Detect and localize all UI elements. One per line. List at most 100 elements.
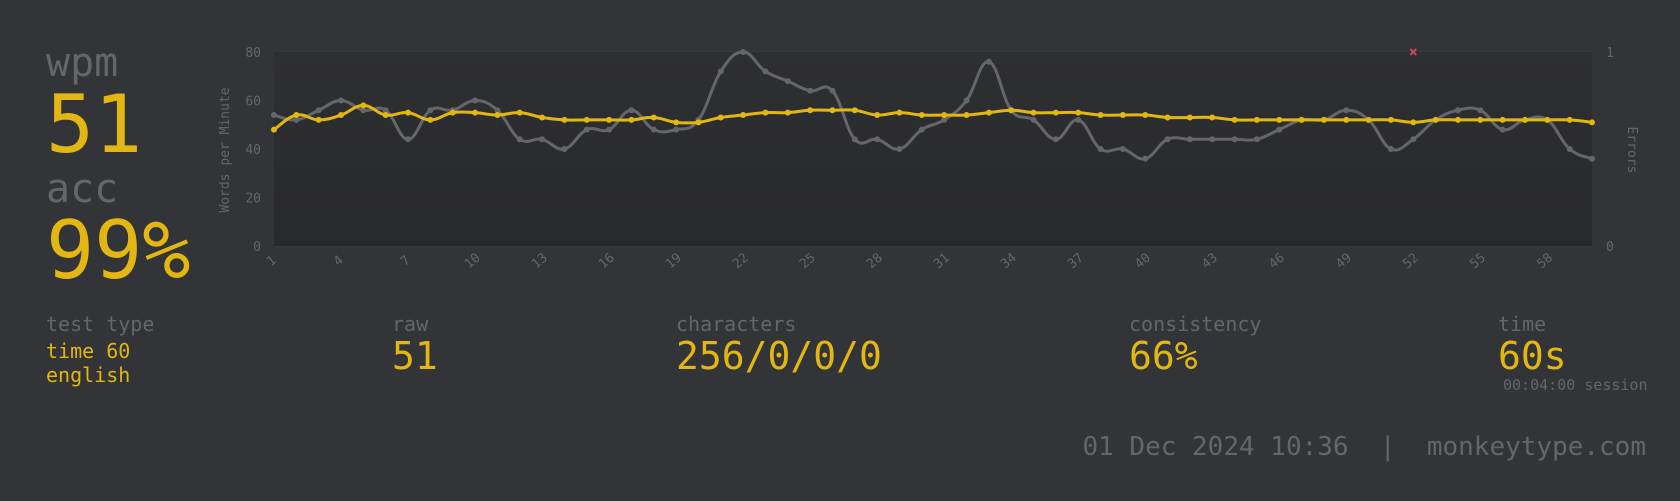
series-raw-point[interactable] — [561, 146, 568, 152]
series-raw-point[interactable] — [1499, 126, 1506, 133]
series-wpm-point[interactable] — [784, 109, 791, 116]
series-raw-point[interactable] — [539, 136, 546, 143]
series-raw-point[interactable] — [1030, 116, 1037, 123]
series-wpm-point[interactable] — [472, 109, 479, 116]
series-wpm-point[interactable] — [874, 112, 881, 119]
series-raw-point[interactable] — [1477, 107, 1484, 114]
series-raw-point[interactable] — [1209, 136, 1216, 143]
series-raw-point[interactable] — [851, 136, 858, 143]
series-raw-point[interactable] — [293, 116, 300, 123]
series-wpm-point[interactable] — [1075, 109, 1082, 116]
series-raw-point[interactable] — [382, 107, 389, 114]
series-raw-point[interactable] — [1589, 155, 1595, 162]
time-value[interactable]: 60s — [1498, 334, 1567, 378]
series-raw-point[interactable] — [427, 107, 434, 114]
error-marker[interactable] — [1409, 48, 1417, 56]
series-wpm-point[interactable] — [271, 126, 277, 133]
series-raw-point[interactable] — [650, 126, 657, 133]
series-raw-point[interactable] — [1276, 126, 1283, 133]
series-raw-point[interactable] — [829, 87, 836, 94]
series-wpm-point[interactable] — [1499, 116, 1506, 123]
series-wpm-point[interactable] — [315, 116, 322, 123]
series-raw-point[interactable] — [1186, 136, 1193, 143]
characters-value[interactable]: 256/0/0/0 — [676, 334, 882, 378]
series-wpm-point[interactable] — [985, 109, 992, 116]
series-wpm-point[interactable] — [740, 112, 747, 119]
series-raw-point[interactable] — [628, 107, 635, 114]
series-wpm-point[interactable] — [941, 112, 948, 119]
series-raw-point[interactable] — [1097, 146, 1104, 152]
series-wpm-point[interactable] — [673, 119, 680, 126]
series-raw-point[interactable] — [941, 116, 948, 123]
series-wpm-point[interactable] — [1008, 107, 1015, 114]
series-raw-point[interactable] — [874, 136, 881, 143]
series-wpm-point[interactable] — [1365, 116, 1372, 123]
series-raw-point[interactable] — [1387, 146, 1394, 152]
series-raw-point[interactable] — [1454, 107, 1461, 114]
series-wpm-point[interactable] — [1119, 112, 1126, 119]
series-wpm-point[interactable] — [405, 109, 412, 116]
series-wpm-point[interactable] — [338, 112, 345, 119]
series-wpm-point[interactable] — [1164, 114, 1171, 121]
series-raw-point[interactable] — [494, 107, 501, 114]
series-raw-point[interactable] — [807, 87, 814, 94]
series-raw-point[interactable] — [1075, 116, 1082, 123]
series-wpm-point[interactable] — [807, 107, 814, 114]
series-wpm-point[interactable] — [628, 116, 635, 123]
series-wpm-point[interactable] — [1566, 116, 1573, 123]
series-raw-point[interactable] — [1119, 146, 1126, 152]
series-wpm-point[interactable] — [1343, 116, 1350, 123]
series-wpm-point[interactable] — [1298, 116, 1305, 123]
series-wpm-point[interactable] — [762, 109, 769, 116]
series-wpm-point[interactable] — [606, 116, 613, 123]
series-wpm-point[interactable] — [1521, 116, 1528, 123]
series-raw-point[interactable] — [918, 126, 925, 133]
series-wpm-point[interactable] — [851, 107, 858, 114]
series-raw-point[interactable] — [405, 136, 412, 143]
series-raw-point[interactable] — [896, 146, 903, 152]
series-wpm-point[interactable] — [561, 116, 568, 123]
series-wpm-point[interactable] — [1320, 116, 1327, 123]
series-wpm-point[interactable] — [1209, 114, 1216, 121]
series-raw-point[interactable] — [1343, 107, 1350, 114]
series-wpm-point[interactable] — [1477, 116, 1484, 123]
series-raw-point[interactable] — [360, 107, 367, 114]
series-raw-point[interactable] — [1142, 155, 1149, 162]
series-wpm-point[interactable] — [695, 119, 702, 126]
series-wpm-point[interactable] — [1432, 116, 1439, 123]
series-wpm-point[interactable] — [1097, 112, 1104, 119]
series-wpm-point[interactable] — [449, 109, 456, 116]
acc-value[interactable]: 99% — [46, 204, 191, 297]
series-raw-point[interactable] — [338, 97, 345, 104]
series-wpm-point[interactable] — [896, 109, 903, 116]
series-wpm-point[interactable] — [1030, 109, 1037, 116]
series-wpm-point[interactable] — [1589, 119, 1595, 126]
series-wpm-point[interactable] — [963, 112, 970, 119]
series-wpm-point[interactable] — [1142, 112, 1149, 119]
series-raw-point[interactable] — [1410, 136, 1417, 143]
series-wpm-point[interactable] — [650, 114, 657, 121]
series-raw-point[interactable] — [784, 78, 791, 85]
series-raw-point[interactable] — [315, 107, 322, 114]
series-raw-point[interactable] — [472, 97, 479, 104]
series-wpm-point[interactable] — [382, 112, 389, 119]
raw-value[interactable]: 51 — [392, 334, 438, 378]
series-raw-point[interactable] — [740, 49, 747, 55]
series-wpm-point[interactable] — [717, 114, 724, 121]
series-raw-point[interactable] — [271, 112, 277, 119]
series-wpm-point[interactable] — [494, 112, 501, 119]
series-wpm-point[interactable] — [918, 112, 925, 119]
series-raw-point[interactable] — [1231, 136, 1238, 143]
series-wpm-point[interactable] — [293, 112, 300, 119]
series-wpm-point[interactable] — [427, 116, 434, 123]
series-raw-point[interactable] — [1052, 136, 1059, 143]
series-raw-point[interactable] — [606, 126, 613, 133]
series-raw-point[interactable] — [762, 68, 769, 75]
series-wpm-point[interactable] — [1253, 116, 1260, 123]
series-raw-point[interactable] — [963, 97, 970, 104]
series-raw-point[interactable] — [673, 126, 680, 133]
series-wpm-point[interactable] — [1186, 114, 1193, 121]
series-raw-point[interactable] — [516, 136, 523, 143]
series-raw-point[interactable] — [583, 126, 590, 133]
